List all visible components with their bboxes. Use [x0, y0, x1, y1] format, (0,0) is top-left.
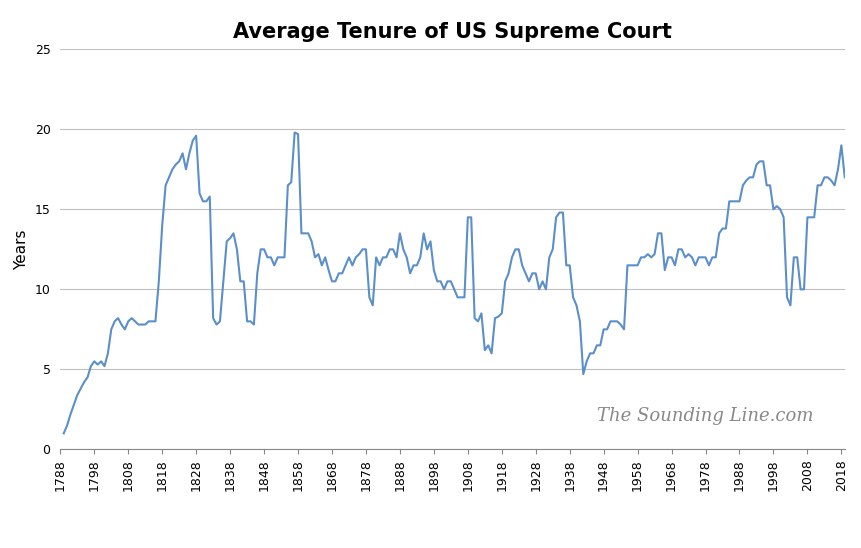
- Text: The Sounding Line.com: The Sounding Line.com: [596, 407, 813, 425]
- Y-axis label: Years: Years: [14, 229, 29, 270]
- Title: Average Tenure of US Supreme Court: Average Tenure of US Supreme Court: [232, 22, 672, 42]
